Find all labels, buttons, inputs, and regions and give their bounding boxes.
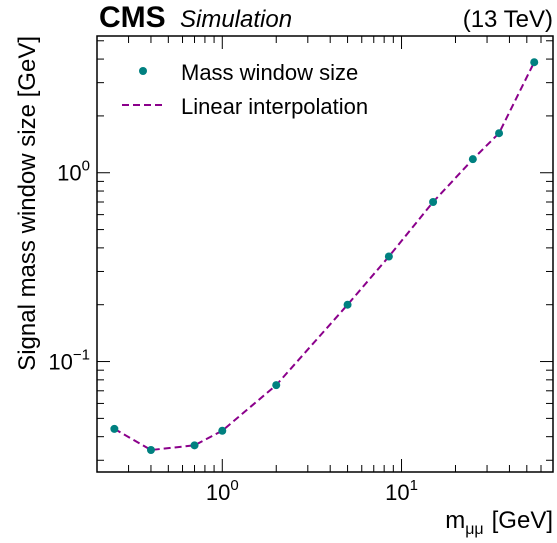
data-point xyxy=(110,424,119,433)
legend-markers-label: Mass window size xyxy=(181,60,358,85)
x-tick-label-exp: 0 xyxy=(230,477,238,494)
energy-label: (13 TeV) xyxy=(463,6,553,33)
legend: Mass window size Linear interpolation xyxy=(122,60,368,119)
data-point xyxy=(146,446,155,455)
series-layer xyxy=(110,58,539,455)
y-tick-label-exp: 0 xyxy=(82,158,90,175)
legend-marker-swatch xyxy=(139,67,147,75)
x-tick-label-base: 10 xyxy=(206,480,230,505)
x-axis-label-main: m xyxy=(445,507,465,534)
major-ticks xyxy=(97,36,553,472)
x-tick-label: 101 xyxy=(385,477,418,505)
minor-ticks xyxy=(96,36,554,472)
data-point xyxy=(190,441,199,450)
legend-line-label: Linear interpolation xyxy=(181,94,368,119)
simulation-label: Simulation xyxy=(180,6,292,33)
x-tick-label: 100 xyxy=(206,477,239,505)
x-tick-label-base: 10 xyxy=(385,480,409,505)
y-tick-label: 100 xyxy=(57,158,90,186)
x-axis-label-sub: μμ xyxy=(465,521,483,538)
data-point xyxy=(429,197,438,206)
y-tick-label-base: 10 xyxy=(57,161,81,186)
data-point xyxy=(218,426,227,435)
cms-label: CMS xyxy=(99,1,166,34)
y-tick-label: 10−1 xyxy=(48,347,90,375)
data-point xyxy=(384,252,393,261)
x-axis-label: mμμ [GeV] xyxy=(445,507,553,538)
y-axis-label: Signal mass window size [GeV] xyxy=(14,36,41,371)
data-point xyxy=(495,129,504,138)
data-point xyxy=(468,155,477,164)
y-tick-label-exp: −1 xyxy=(73,347,90,364)
interpolation-line xyxy=(113,61,536,452)
x-tick-label-exp: 1 xyxy=(410,477,418,494)
data-point xyxy=(343,300,352,309)
data-point xyxy=(530,58,539,67)
x-axis-label-unit: [GeV] xyxy=(492,507,553,534)
plot-frame xyxy=(96,35,554,473)
data-point xyxy=(272,381,281,390)
y-tick-label-base: 10 xyxy=(48,350,72,375)
